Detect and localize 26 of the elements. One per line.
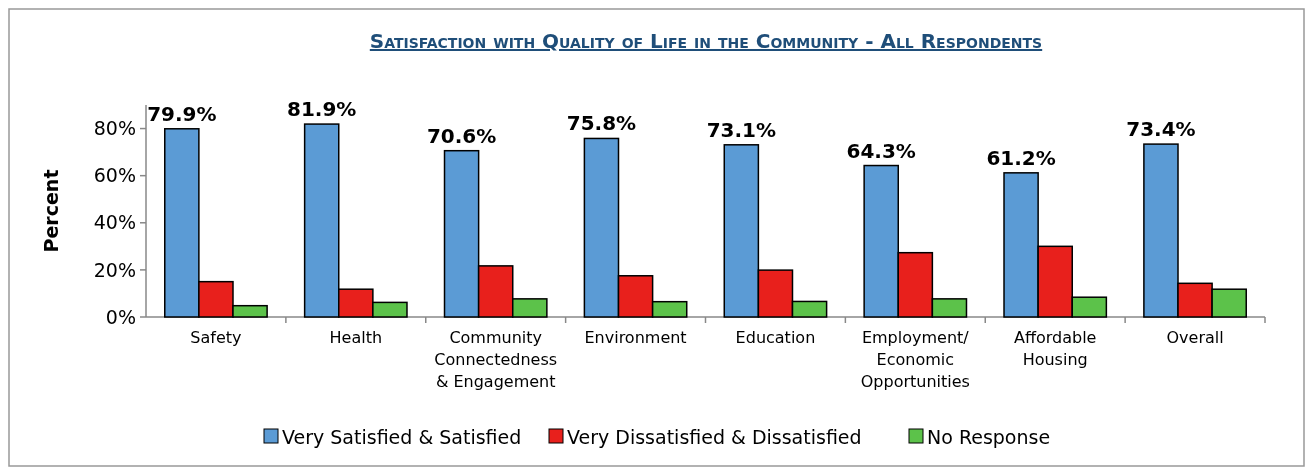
x-tick-label: Overall [1166,328,1224,347]
x-tick-label: Employment/ Economic Opportunities [860,328,970,391]
y-axis-title: Percent [40,169,62,253]
legend-label: Very Dissatisfied & Dissatisfied [567,425,862,448]
x-tick-label: Affordable Housing [1013,328,1097,369]
data-label: 70.6% [426,123,497,148]
x-tick-label: Education [735,328,816,347]
y-tick-label: 80% [93,117,136,140]
data-label: 79.9% [147,101,217,126]
x-tick-label: Community Connectedness & Engagement [434,328,558,391]
x-tick-label: Environment [584,328,687,347]
chart-title: Satisfaction with Quality of Life in the Community - All Respondents [369,29,1043,53]
data-label: 64.3% [846,138,916,163]
y-tick-label: 0% [105,305,136,328]
x-tick-label: Health [329,328,383,347]
data-label: 81.9% [287,97,357,122]
y-tick-label: 20% [93,258,136,281]
legend-label: Very Satisfied & Satisfied [282,425,522,448]
data-label: 61.2% [986,145,1056,170]
data-label: 73.1% [706,117,777,142]
y-tick-label: 60% [93,164,136,187]
data-label: 73.4% [1126,117,1196,142]
y-tick-label: 40% [93,211,136,234]
x-tick-label: Safety [190,328,242,347]
data-label: 75.8% [566,111,637,136]
legend-label: No Response [927,425,1051,448]
